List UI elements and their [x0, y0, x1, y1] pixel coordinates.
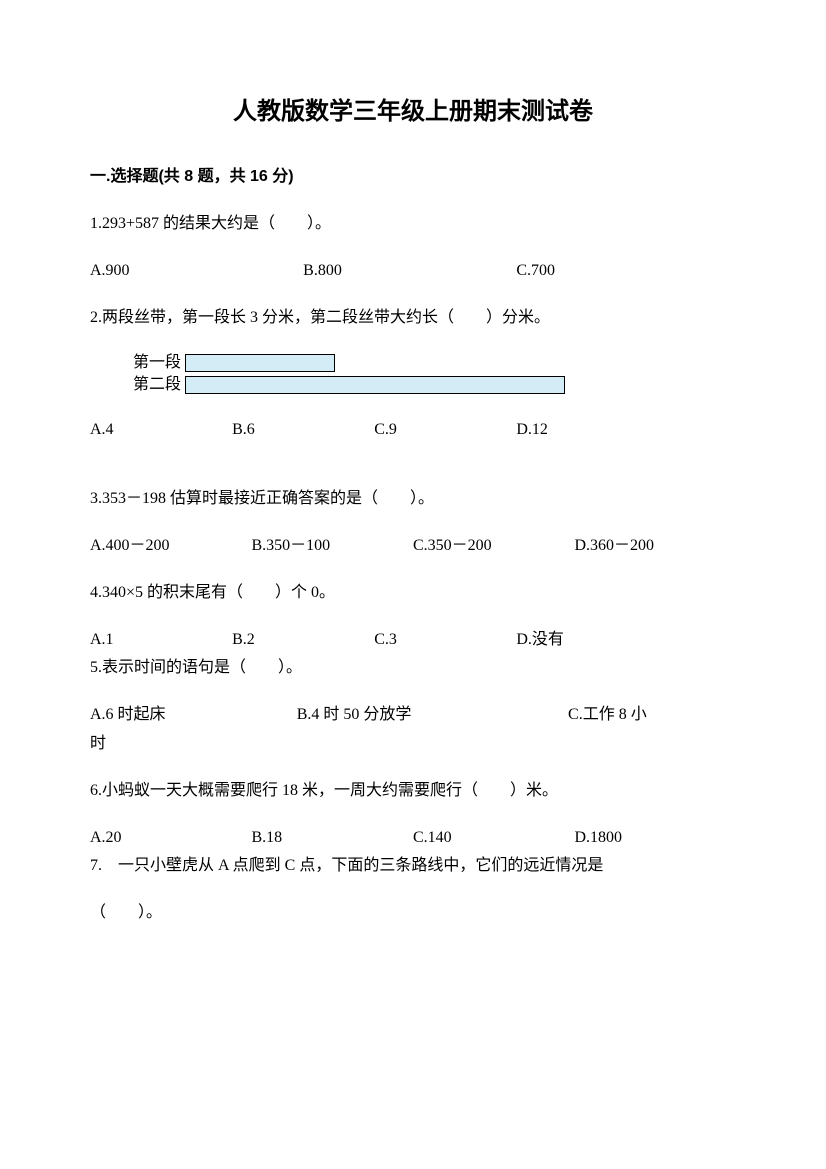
bar2	[185, 376, 565, 394]
q2-option-c: C.9	[374, 416, 516, 445]
q3-option-b: B.350－100	[252, 532, 414, 561]
q3-option-d: D.360－200	[575, 532, 737, 561]
q3-option-c: C.350－200	[413, 532, 575, 561]
q2-option-a: A.4	[90, 416, 232, 445]
q6-option-c: C.140	[413, 824, 575, 853]
q4-option-c: C.3	[374, 626, 516, 655]
question-4-options: A.1 B.2 C.3 D.没有	[90, 626, 736, 655]
q6-option-d: D.1800	[575, 824, 737, 853]
question-5-options: A.6 时起床 B.4 时 50 分放学 C.工作 8 小 时	[90, 701, 736, 759]
question-3-options: A.400－200 B.350－100 C.350－200 D.360－200	[90, 532, 736, 561]
q1-option-b: B.800	[303, 257, 516, 286]
q5-option-c-cont: 时	[90, 730, 736, 759]
bar1	[185, 354, 335, 372]
q2-option-d: D.12	[516, 416, 658, 445]
q5-option-a: A.6 时起床	[90, 701, 297, 730]
question-6-text: 6.小蚂蚁一天大概需要爬行 18 米，一周大约需要爬行（ ）米。	[90, 777, 736, 806]
q3-option-a: A.400－200	[90, 532, 252, 561]
bar-row-2: 第二段	[130, 374, 736, 396]
q5-option-c: C.工作 8 小	[568, 701, 736, 730]
question-4-text: 4.340×5 的积末尾有（ ）个 0。	[90, 579, 736, 608]
question-6-options: A.20 B.18 C.140 D.1800	[90, 824, 736, 853]
bar-row-1: 第一段	[130, 352, 736, 374]
q6-option-b: B.18	[252, 824, 414, 853]
q1-option-c: C.700	[516, 257, 729, 286]
bar-diagram: 第一段 第二段	[130, 352, 736, 396]
question-2-options: A.4 B.6 C.9 D.12	[90, 416, 736, 445]
question-3-text: 3.353－198 估算时最接近正确答案的是（ ）。	[90, 485, 736, 514]
q1-option-a: A.900	[90, 257, 303, 286]
question-1-options: A.900 B.800 C.700	[90, 257, 736, 286]
question-7-text2: （ ）。	[90, 899, 736, 928]
q6-option-a: A.20	[90, 824, 252, 853]
page-title: 人教版数学三年级上册期末测试卷	[90, 90, 736, 133]
bar2-label: 第二段	[130, 371, 185, 400]
q5-option-b: B.4 时 50 分放学	[297, 701, 568, 730]
question-1-text: 1.293+587 的结果大约是（ ）。	[90, 210, 736, 239]
question-2-text: 2.两段丝带，第一段长 3 分米，第二段丝带大约长（ ）分米。	[90, 304, 736, 333]
question-7-text: 7. 一只小壁虎从 A 点爬到 C 点，下面的三条路线中，它们的远近情况是	[90, 852, 736, 881]
q4-option-b: B.2	[232, 626, 374, 655]
question-5-text: 5.表示时间的语句是（ ）。	[90, 654, 736, 683]
q4-option-d: D.没有	[516, 626, 658, 655]
q2-option-b: B.6	[232, 416, 374, 445]
section-header: 一.选择题(共 8 题，共 16 分)	[90, 163, 736, 192]
q4-option-a: A.1	[90, 626, 232, 655]
